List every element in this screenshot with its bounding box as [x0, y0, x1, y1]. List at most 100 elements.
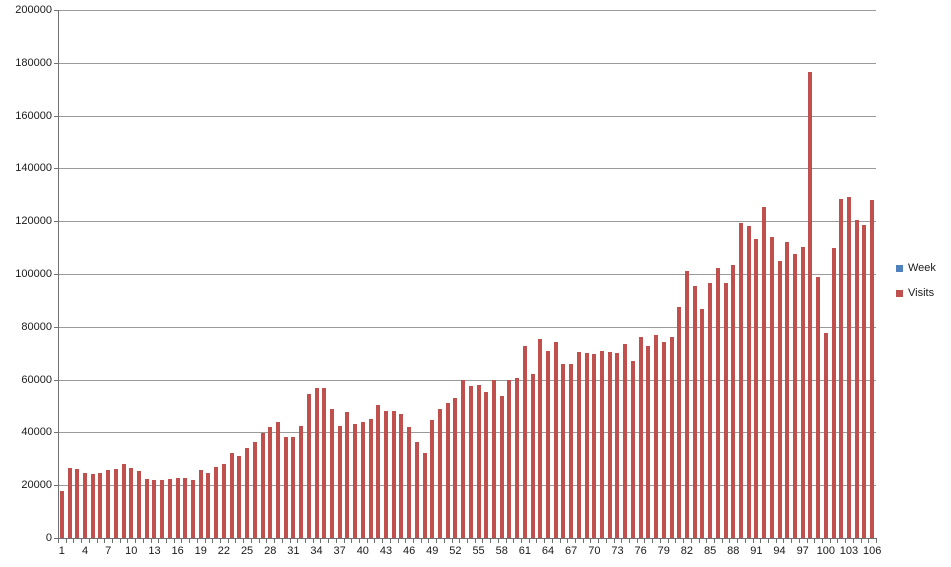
- y-axis-tick: [54, 326, 58, 328]
- x-axis-tick: [250, 539, 252, 543]
- bar-week-104: [854, 220, 859, 538]
- x-axis-tick: [412, 539, 414, 543]
- bar-week-8: [113, 469, 118, 538]
- bar-week-64: [546, 350, 551, 538]
- bar-week-95: [785, 241, 790, 538]
- bar-week-60: [515, 378, 520, 538]
- bar-week-84: [700, 308, 705, 538]
- bar-week-48: [422, 453, 427, 538]
- bar-week-56: [484, 392, 489, 538]
- x-axis-tick: [505, 539, 507, 543]
- plot-area: [58, 10, 876, 538]
- y-axis-tick: [54, 10, 58, 11]
- x-axis-tick: [567, 539, 569, 543]
- bar-week-71: [600, 351, 605, 538]
- bar-week-88: [731, 265, 736, 538]
- x-axis-tick: [659, 539, 661, 543]
- y-axis-tick-label: 140000: [15, 162, 52, 175]
- bar-week-103: [846, 197, 851, 538]
- bar-week-3: [75, 468, 80, 538]
- x-axis-tick: [173, 539, 175, 543]
- bar-week-7: [106, 469, 111, 538]
- x-axis-tick: [297, 539, 299, 543]
- bar-week-5: [90, 473, 95, 538]
- y-axis-tick-label: 80000: [21, 320, 52, 333]
- x-axis-tick: [166, 539, 168, 543]
- x-axis-tick: [675, 539, 677, 543]
- x-axis-tick: [652, 539, 654, 543]
- x-axis-tick-label: 7: [105, 545, 112, 557]
- bar-week-43: [383, 410, 388, 538]
- x-axis-tick: [690, 539, 692, 543]
- x-axis-tick-label: 25: [240, 545, 254, 557]
- bar-week-61: [522, 346, 527, 538]
- x-axis-tick: [852, 539, 854, 543]
- x-axis-tick: [783, 539, 785, 543]
- x-axis-tick: [304, 539, 306, 543]
- x-axis-tick: [88, 539, 90, 543]
- x-axis-tick: [212, 539, 214, 543]
- y-axis-tick: [54, 485, 58, 487]
- bar-week-55: [476, 384, 481, 538]
- x-axis-tick: [791, 539, 793, 543]
- x-axis-tick-label: 58: [495, 545, 508, 557]
- bar-week-38: [345, 411, 350, 538]
- y-axis-tick: [54, 62, 58, 64]
- x-axis-tick: [451, 539, 453, 543]
- x-axis-tick: [513, 539, 515, 543]
- x-axis-tick: [683, 539, 685, 543]
- chart-legend: Week Visits: [896, 262, 936, 312]
- bar-week-57: [492, 379, 496, 538]
- bar-week-52: [453, 397, 458, 538]
- bar-week-81: [677, 307, 682, 538]
- x-axis-tick: [196, 539, 198, 543]
- x-axis-tick-label: 82: [680, 545, 694, 557]
- x-axis-tick-label: 34: [310, 545, 323, 557]
- x-axis-tick-label: 70: [588, 545, 601, 557]
- bar-week-105: [862, 225, 867, 538]
- x-axis-tick: [281, 539, 283, 543]
- x-axis-tick: [374, 539, 376, 543]
- x-axis-tick-label: 94: [773, 545, 786, 557]
- x-axis-tick: [490, 539, 492, 543]
- x-axis-tick: [127, 539, 129, 543]
- y-axis-tick-label: 160000: [15, 109, 52, 122]
- x-axis-tick-label: 88: [727, 545, 740, 557]
- bar-week-53: [461, 380, 466, 538]
- x-axis-tick: [436, 539, 438, 543]
- bar-week-39: [353, 423, 358, 538]
- y-axis-tick-label: 200000: [15, 4, 52, 16]
- bar-week-9: [121, 464, 126, 538]
- bar-week-49: [430, 419, 435, 538]
- y-axis-tick: [54, 274, 58, 275]
- y-axis-tick-label: 20000: [21, 479, 52, 492]
- x-axis-tick: [274, 539, 276, 543]
- y-axis-tick-label: 0: [45, 532, 52, 544]
- x-axis-tick-label: 10: [125, 545, 138, 557]
- gridline: [58, 485, 876, 487]
- bar-week-100: [823, 333, 828, 538]
- x-axis-tick: [582, 539, 584, 543]
- x-axis-tick: [405, 539, 407, 543]
- bar-week-50: [437, 409, 442, 538]
- gridline: [58, 274, 876, 275]
- bar-week-82: [684, 271, 689, 538]
- bar-week-78: [654, 334, 659, 538]
- x-axis-tick-label: 91: [750, 545, 763, 557]
- x-axis-tick: [65, 539, 67, 543]
- bar-week-40: [360, 421, 365, 538]
- x-axis-tick-label: 67: [565, 545, 578, 557]
- x-axis-tick: [575, 539, 577, 543]
- bar-week-17: [183, 478, 188, 538]
- x-axis-tick-label: 100: [816, 545, 836, 557]
- bar-week-51: [445, 403, 450, 538]
- bar-week-58: [499, 395, 504, 538]
- x-axis-tick-label: 106: [862, 545, 882, 557]
- x-axis-tick: [266, 539, 268, 543]
- x-axis-tick: [428, 539, 430, 543]
- x-axis-tick: [119, 539, 121, 543]
- x-axis-tick: [289, 539, 291, 543]
- x-axis-tick-label: 97: [796, 545, 809, 557]
- bar-week-20: [206, 472, 211, 538]
